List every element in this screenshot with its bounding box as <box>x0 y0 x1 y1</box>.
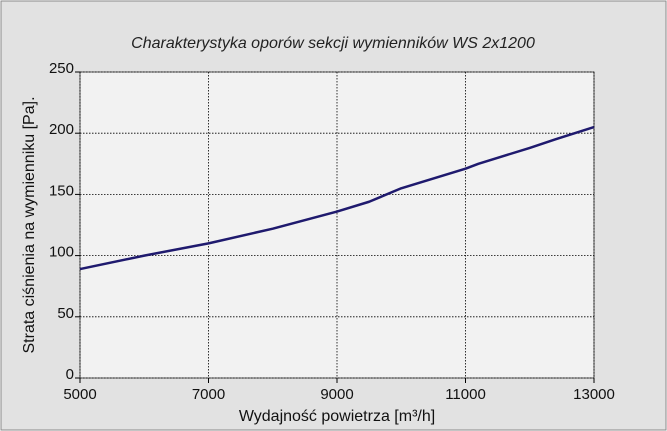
x-axis-label: Wydajność powietrza [m³/h] <box>239 408 435 425</box>
x-tick-label: 11000 <box>445 386 486 403</box>
data-line <box>79 125 595 271</box>
x-tick-label: 13000 <box>573 386 615 403</box>
y-axis-label: Strata ciśnienia na wymienniku [Pa]. <box>21 96 38 353</box>
y-tick-label: 0 <box>66 366 74 383</box>
y-tick-label: 250 <box>49 60 74 77</box>
y-tick-label: 50 <box>57 305 74 322</box>
x-tick-label: 9000 <box>320 386 353 403</box>
y-tick-label: 150 <box>49 182 74 199</box>
x-tick-label: 5000 <box>63 386 96 403</box>
x-tick-label: 7000 <box>192 386 225 403</box>
chart-title: Charakterystyka oporów sekcji wymiennikó… <box>131 35 535 52</box>
y-tick-label: 200 <box>49 121 74 138</box>
y-tick-label: 100 <box>49 244 74 261</box>
